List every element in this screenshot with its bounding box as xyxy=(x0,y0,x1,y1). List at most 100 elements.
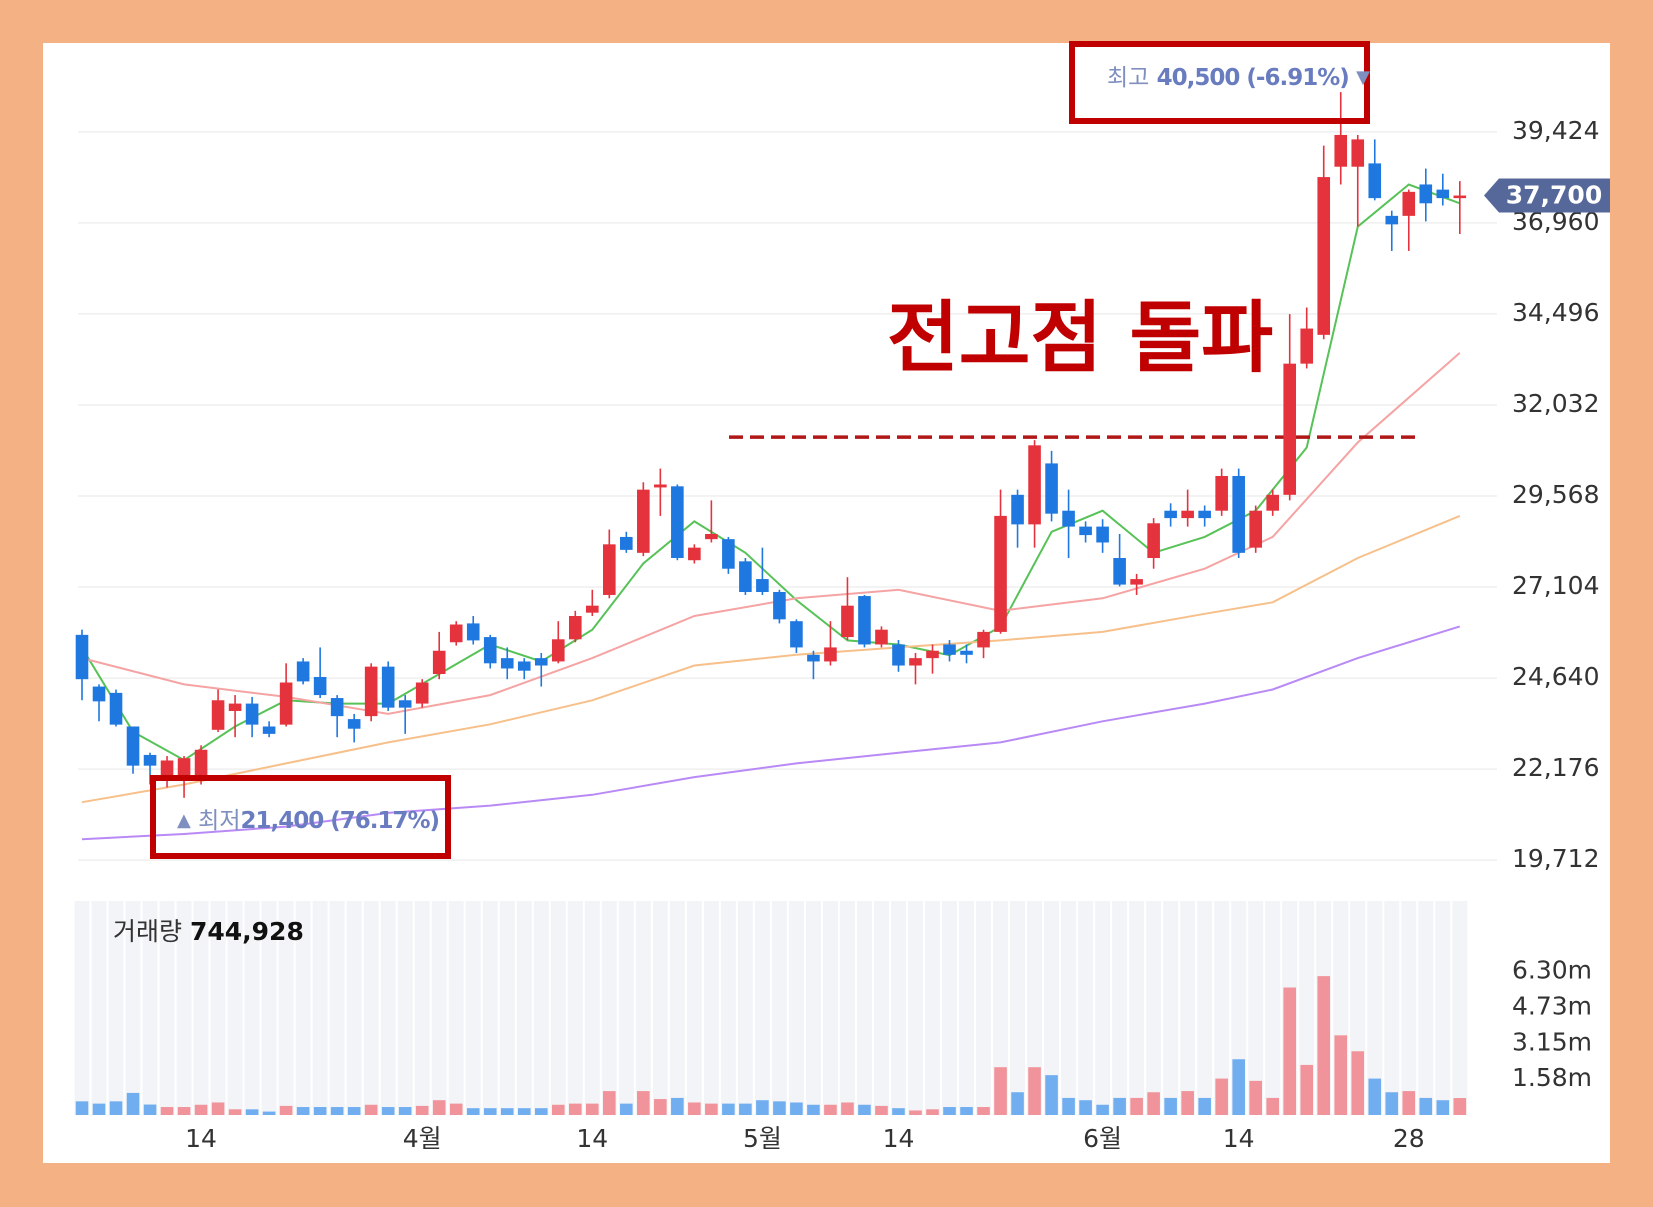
x-tick-label: 14 xyxy=(1223,1124,1255,1153)
volume-stripe xyxy=(686,901,702,1115)
candle-body xyxy=(1266,494,1279,511)
x-tick-label: 14 xyxy=(185,1124,217,1153)
volume-stripe xyxy=(1452,901,1468,1115)
volume-bar xyxy=(1181,1091,1194,1115)
volume-bar xyxy=(551,1104,565,1115)
candle-body xyxy=(1419,184,1433,204)
candle-body xyxy=(909,658,922,666)
candle-body xyxy=(1113,558,1126,585)
volume-bar xyxy=(858,1104,871,1115)
candle-body xyxy=(1249,510,1262,548)
high-annotation: 최고 40,500 (-6.91%) ▼ xyxy=(1107,65,1370,91)
volume-bar xyxy=(415,1105,429,1115)
candle-body xyxy=(1164,510,1177,519)
volume-bar xyxy=(347,1107,361,1115)
volume-bar xyxy=(177,1107,191,1115)
volume-bar xyxy=(211,1102,225,1115)
volume-stripe xyxy=(1078,901,1094,1115)
volume-bar xyxy=(1436,1100,1450,1115)
volume-stripe xyxy=(873,901,889,1115)
volume-bar xyxy=(1096,1104,1109,1115)
candle-body xyxy=(1028,445,1041,525)
candle-body xyxy=(722,539,735,569)
candle-body xyxy=(160,760,174,780)
candle-body xyxy=(620,536,633,550)
low-label: 최저 xyxy=(198,808,240,834)
volume-bar xyxy=(688,1102,701,1115)
volume-bar xyxy=(143,1104,157,1115)
candle-body xyxy=(960,650,973,655)
volume-bar xyxy=(1419,1097,1433,1115)
volume-tick-label: 4.73m xyxy=(1512,991,1592,1020)
candle-body xyxy=(177,758,191,780)
candle-body xyxy=(483,637,497,664)
volume-bar xyxy=(1113,1097,1126,1115)
x-tick-label: 6월 xyxy=(1083,1124,1122,1153)
volume-bar xyxy=(603,1091,616,1115)
volume-bar xyxy=(92,1103,106,1115)
volume-stripe xyxy=(1180,901,1196,1115)
volume-bar xyxy=(824,1104,837,1115)
volume-bar xyxy=(654,1099,667,1115)
volume-bar xyxy=(1198,1097,1211,1115)
volume-bar xyxy=(1130,1097,1143,1115)
candle-body xyxy=(1453,195,1467,199)
volume-bar xyxy=(109,1101,123,1115)
candle-body xyxy=(1215,475,1228,511)
candle-body xyxy=(637,489,650,553)
volume-bar xyxy=(1062,1097,1075,1115)
candle-body xyxy=(568,616,582,640)
volume-stripe xyxy=(942,901,958,1115)
low-annotation: ▲ 최저21,400 (76.17%) xyxy=(177,808,439,834)
candle-body xyxy=(262,726,276,734)
x-tick-label: 14 xyxy=(883,1124,915,1153)
volume-stripe xyxy=(618,901,634,1115)
volume-stripe xyxy=(295,901,311,1115)
volume-stripe xyxy=(108,901,124,1115)
candle-body xyxy=(1181,510,1194,519)
volume-bar xyxy=(1402,1091,1416,1115)
volume-bar xyxy=(1215,1078,1228,1115)
volume-stripe xyxy=(822,901,838,1115)
volume-bar xyxy=(517,1108,531,1115)
candle-body xyxy=(551,639,565,662)
volume-bar xyxy=(1385,1092,1399,1115)
candle-body xyxy=(671,486,684,559)
candle-body xyxy=(211,700,225,730)
candle-body xyxy=(466,623,480,641)
candle-body xyxy=(654,484,667,488)
candle-body xyxy=(1300,328,1314,364)
volume-bar xyxy=(1368,1078,1382,1115)
candle-body xyxy=(500,658,514,669)
volume-caption: 거래량 744,928 xyxy=(113,917,304,946)
volume-bar xyxy=(1232,1059,1245,1115)
candle-body xyxy=(245,703,259,725)
volume-bar xyxy=(1317,976,1331,1115)
volume-bar xyxy=(1079,1100,1092,1115)
candle-body xyxy=(92,686,106,702)
volume-stripe xyxy=(584,901,600,1115)
volume-stripe xyxy=(91,901,107,1115)
volume-bar xyxy=(296,1107,310,1115)
volume-bar xyxy=(909,1110,922,1115)
volume-stripe xyxy=(1265,901,1281,1115)
volume-stripe xyxy=(907,901,923,1115)
volume-stripe xyxy=(993,901,1009,1115)
volume-bar xyxy=(194,1104,208,1115)
volume-stripe xyxy=(312,901,328,1115)
annotation-title: 전고점 돌파 xyxy=(887,293,1273,383)
candle-body xyxy=(1232,475,1245,553)
candle-body xyxy=(364,666,378,717)
volume-stripe xyxy=(788,901,804,1115)
volume-bar xyxy=(1011,1092,1024,1115)
volume-bar xyxy=(262,1111,276,1115)
volume-bar xyxy=(1351,1051,1365,1115)
volume-bar xyxy=(1453,1098,1467,1115)
volume-bar xyxy=(773,1101,786,1115)
volume-bar xyxy=(364,1104,378,1115)
volume-stripe xyxy=(1299,901,1315,1115)
candle-body xyxy=(296,661,310,682)
volume-bar xyxy=(756,1100,769,1115)
candle-body xyxy=(279,682,293,725)
